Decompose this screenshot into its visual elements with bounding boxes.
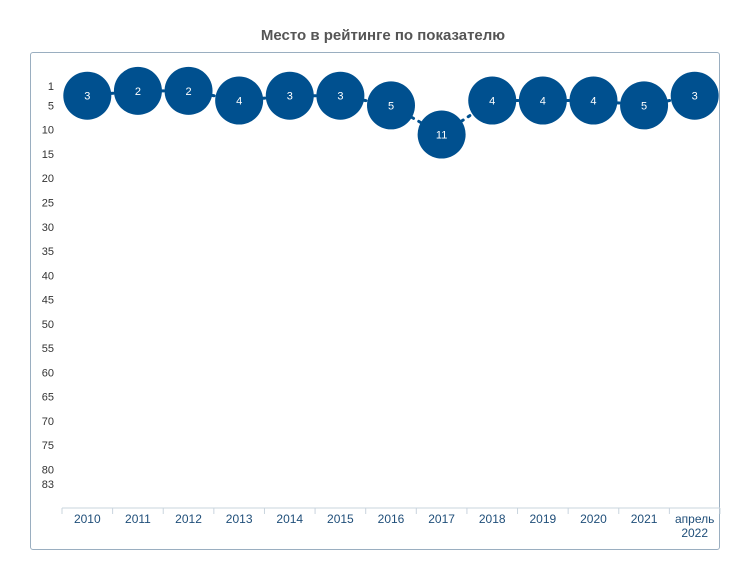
y-tick-label: 50 [42, 319, 54, 331]
x-tick-label: 2017 [428, 512, 455, 526]
y-tick-label: 25 [42, 197, 54, 209]
data-label: 4 [590, 96, 596, 108]
x-tick-label: 2010 [74, 512, 101, 526]
data-bubble[interactable] [164, 66, 213, 115]
x-tick-label: 2015 [327, 512, 354, 526]
data-label: 4 [489, 96, 495, 108]
x-tick-label: 2020 [580, 512, 607, 526]
y-tick-label: 15 [42, 149, 54, 161]
y-tick-label: 60 [42, 367, 54, 379]
data-label: 3 [337, 91, 343, 103]
y-tick-label: 45 [42, 295, 54, 307]
data-label: 11 [436, 130, 447, 142]
data-bubbles: 3 2 2 4 3 3 5 11 4 4 4 5 3 [63, 66, 719, 159]
data-bubble[interactable] [468, 76, 517, 125]
data-bubble[interactable] [113, 66, 162, 115]
x-axis: 2010 2011 2012 2013 2014 2015 2016 2017 2018 2019… [61, 507, 721, 540]
y-tick-label: 1 [48, 81, 54, 93]
x-tick-label: 2012 [175, 512, 202, 526]
data-bubble[interactable] [518, 76, 567, 125]
data-bubble[interactable] [670, 71, 719, 120]
x-tick-label: 2013 [226, 512, 253, 526]
data-label: 3 [287, 91, 293, 103]
y-tick-label: 80 [42, 464, 54, 476]
x-tick-label: 2011 [125, 512, 151, 526]
y-tick-label: 5 [48, 100, 54, 112]
y-tick-label: 55 [42, 343, 54, 355]
y-tick-label: 30 [42, 222, 54, 234]
data-bubble[interactable] [569, 76, 618, 125]
data-bubble[interactable] [63, 71, 112, 120]
data-bubble[interactable] [367, 81, 415, 130]
plot-frame [30, 52, 720, 550]
y-tick-label: 35 [42, 246, 54, 258]
chart-title: Место в рейтинге по показателю [260, 27, 506, 44]
data-bubble[interactable] [265, 71, 314, 120]
x-tick-label: 2016 [378, 512, 405, 526]
y-tick-label: 10 [42, 125, 54, 137]
x-tick-label: 2021 [631, 512, 658, 526]
data-label: 4 [540, 96, 546, 108]
data-label: 5 [388, 100, 394, 112]
y-tick-label: 70 [42, 416, 54, 428]
data-label: 3 [692, 91, 698, 103]
y-tick-label: 83 [42, 479, 54, 491]
data-label: 5 [641, 100, 647, 112]
y-tick-label: 20 [42, 173, 54, 185]
data-label: 2 [135, 86, 141, 98]
y-tick-label: 75 [42, 440, 54, 452]
y-tick-label: 65 [42, 392, 54, 404]
data-label: 3 [84, 91, 90, 103]
y-tick-label: 40 [42, 270, 54, 282]
data-label: 2 [185, 86, 191, 98]
data-bubble[interactable] [215, 76, 264, 125]
data-bubble[interactable] [316, 71, 365, 120]
data-bubble[interactable] [417, 110, 466, 159]
data-label: 4 [236, 96, 242, 108]
x-tick-label: 2019 [529, 512, 556, 526]
x-tick-label: 2014 [276, 512, 303, 526]
x-tick-label: 2018 [479, 512, 506, 526]
x-tick-label: апрель 2022 [675, 512, 714, 540]
data-bubble[interactable] [620, 81, 669, 130]
